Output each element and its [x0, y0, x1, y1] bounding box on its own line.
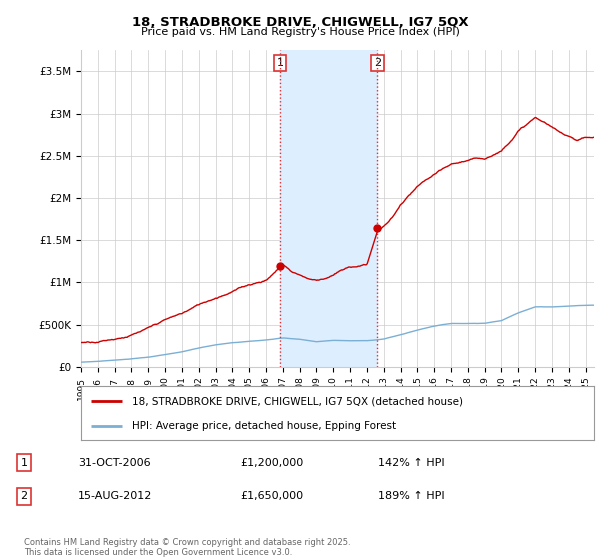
Text: 18, STRADBROKE DRIVE, CHIGWELL, IG7 5QX (detached house): 18, STRADBROKE DRIVE, CHIGWELL, IG7 5QX …	[133, 396, 463, 407]
Bar	[280, 50, 377, 367]
Text: 1: 1	[20, 458, 28, 468]
Text: HPI: Average price, detached house, Epping Forest: HPI: Average price, detached house, Eppi…	[133, 421, 397, 431]
Text: 2: 2	[20, 491, 28, 501]
Text: £1,200,000: £1,200,000	[240, 458, 303, 468]
Text: 189% ↑ HPI: 189% ↑ HPI	[378, 491, 445, 501]
Text: 142% ↑ HPI: 142% ↑ HPI	[378, 458, 445, 468]
Text: 2: 2	[374, 58, 381, 68]
Text: £1,650,000: £1,650,000	[240, 491, 303, 501]
Text: 31-OCT-2006: 31-OCT-2006	[78, 458, 151, 468]
Text: 18, STRADBROKE DRIVE, CHIGWELL, IG7 5QX: 18, STRADBROKE DRIVE, CHIGWELL, IG7 5QX	[131, 16, 469, 29]
Text: Contains HM Land Registry data © Crown copyright and database right 2025.
This d: Contains HM Land Registry data © Crown c…	[24, 538, 350, 557]
Text: 1: 1	[277, 58, 283, 68]
Text: 15-AUG-2012: 15-AUG-2012	[78, 491, 152, 501]
Text: Price paid vs. HM Land Registry's House Price Index (HPI): Price paid vs. HM Land Registry's House …	[140, 27, 460, 37]
